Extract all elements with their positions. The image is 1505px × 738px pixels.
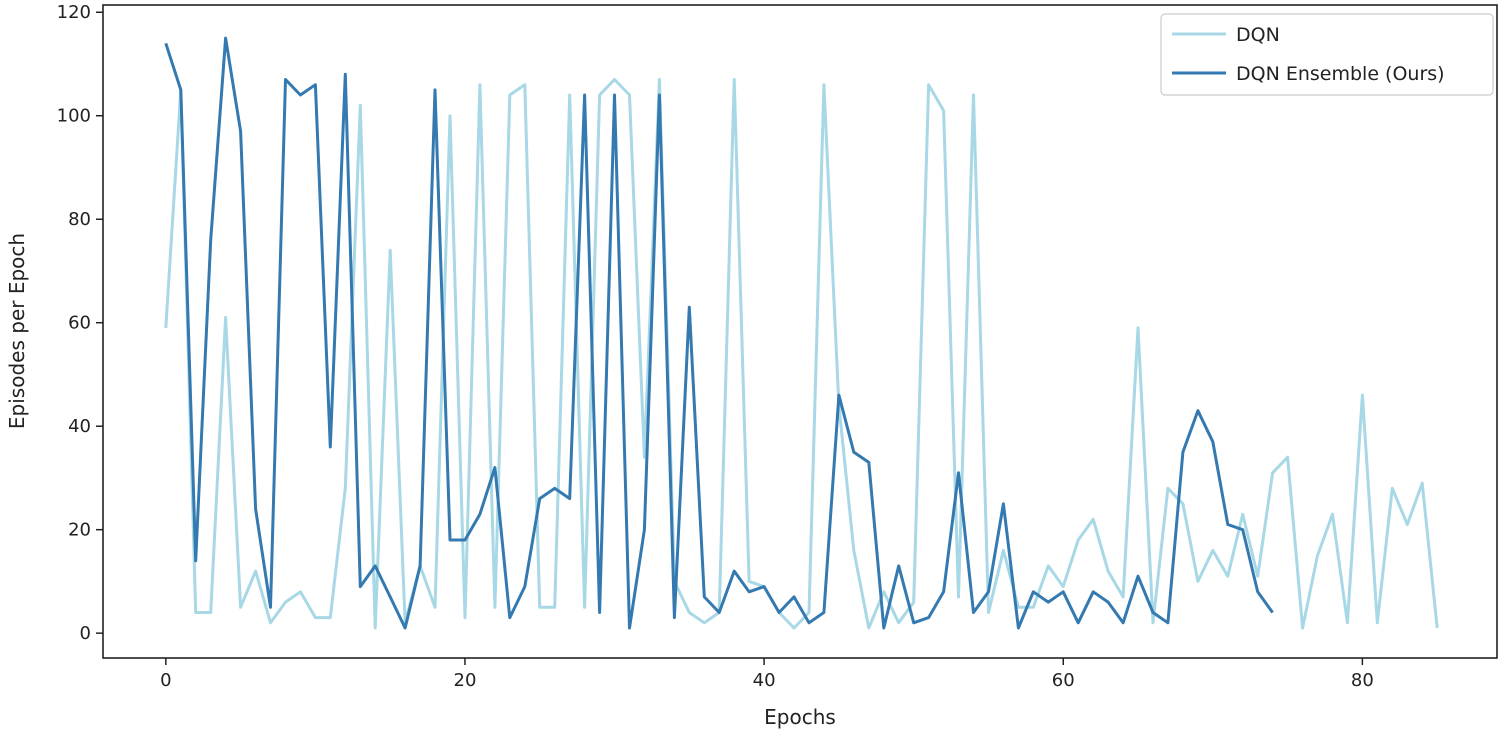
y-tick-label: 80 xyxy=(68,209,91,230)
x-tick-label: 60 xyxy=(1052,670,1075,691)
y-tick-label: 100 xyxy=(57,106,91,127)
x-tick-label: 40 xyxy=(753,670,776,691)
plot-frame xyxy=(102,4,1498,659)
y-tick-label: 120 xyxy=(57,2,91,23)
series-layer xyxy=(164,36,1439,630)
y-tick-label: 60 xyxy=(68,313,91,334)
x-tick-label: 80 xyxy=(1351,670,1374,691)
y-tick-label: 0 xyxy=(80,623,91,644)
series-line-dqn xyxy=(164,78,1439,630)
x-tick-label: 20 xyxy=(454,670,477,691)
y-tick-label: 20 xyxy=(68,520,91,541)
series-line-dqn-ensemble xyxy=(164,36,1274,630)
x-axis-label: Epochs xyxy=(764,705,836,729)
axis-ticks: 0 20 40 60 80 0 20 40 60 80 100 120 xyxy=(57,2,1374,691)
legend-label-dqn: DQN xyxy=(1236,24,1280,46)
legend-label-ensemble: DQN Ensemble (Ours) xyxy=(1236,63,1445,85)
y-axis-label: Episodes per Epoch xyxy=(5,233,29,429)
legend-box xyxy=(1160,13,1494,96)
legend: DQN DQN Ensemble (Ours) xyxy=(1160,13,1494,96)
x-tick-label: 0 xyxy=(160,670,171,691)
y-tick-label: 40 xyxy=(68,416,91,437)
